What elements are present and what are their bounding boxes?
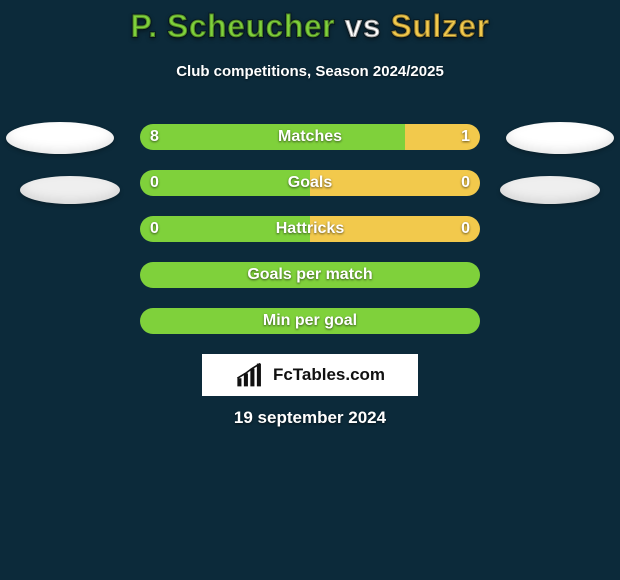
stat-bar: Goals per match <box>140 262 480 288</box>
stat-bar: 00Hattricks <box>140 216 480 242</box>
stat-value-right <box>460 308 480 334</box>
stat-row: 00Hattricks <box>0 206 620 252</box>
stat-bar: Min per goal <box>140 308 480 334</box>
player-oval <box>6 122 114 154</box>
bar-chart-icon <box>235 362 269 388</box>
stat-value-right: 0 <box>451 170 480 196</box>
stat-value-right <box>460 262 480 288</box>
subtitle: Club competitions, Season 2024/2025 <box>0 63 620 80</box>
title-player-right: Sulzer <box>390 8 489 44</box>
stat-value-left <box>140 308 160 334</box>
stat-value-right: 1 <box>451 124 480 150</box>
stat-row: Min per goal <box>0 298 620 344</box>
source-badge: FcTables.com <box>202 354 418 396</box>
stat-row: Goals per match <box>0 252 620 298</box>
stat-value-right: 0 <box>451 216 480 242</box>
title-player-left: P. Scheucher <box>130 8 335 44</box>
stat-bar: 00Goals <box>140 170 480 196</box>
page-title: P. Scheucher vs Sulzer <box>0 0 620 45</box>
generated-date: 19 september 2024 <box>0 408 620 428</box>
comparison-infographic: P. Scheucher vs Sulzer Club competitions… <box>0 0 620 580</box>
title-vs: vs <box>335 8 390 44</box>
stat-value-left: 8 <box>140 124 169 150</box>
stat-bar-left <box>140 262 480 288</box>
stat-bar: 81Matches <box>140 124 480 150</box>
player-oval <box>500 176 600 204</box>
stat-value-left <box>140 262 160 288</box>
stat-bar-left <box>140 124 405 150</box>
source-badge-text: FcTables.com <box>273 365 385 385</box>
stat-value-left: 0 <box>140 170 169 196</box>
player-oval <box>20 176 120 204</box>
stat-bar-left <box>140 308 480 334</box>
player-oval <box>506 122 614 154</box>
stat-value-left: 0 <box>140 216 169 242</box>
